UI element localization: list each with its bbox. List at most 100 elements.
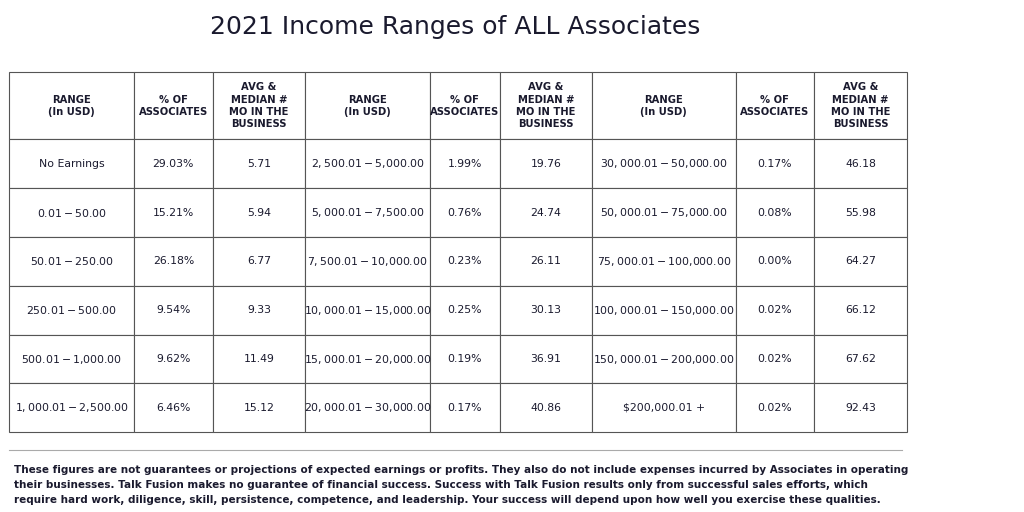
Text: 30.13: 30.13 (530, 305, 561, 315)
Bar (735, 286, 814, 335)
Bar (9, 139, 134, 188)
Bar (430, 383, 500, 432)
Text: $15,000.01 - $20,000.00: $15,000.01 - $20,000.00 (304, 353, 431, 366)
Bar (814, 188, 907, 237)
Text: 24.74: 24.74 (530, 208, 561, 218)
Bar (500, 286, 592, 335)
Bar (500, 72, 592, 139)
Text: 64.27: 64.27 (845, 257, 876, 266)
Bar (814, 139, 907, 188)
Text: 0.23%: 0.23% (447, 257, 482, 266)
Bar (430, 188, 500, 237)
Text: No Earnings: No Earnings (39, 159, 104, 169)
Text: 0.17%: 0.17% (447, 403, 482, 413)
Text: $20,000.01 - $30,000.00: $20,000.01 - $30,000.00 (304, 401, 431, 414)
Bar (213, 383, 305, 432)
Bar (592, 72, 735, 139)
Bar (134, 335, 213, 383)
Bar (213, 286, 305, 335)
Text: 26.18%: 26.18% (153, 257, 194, 266)
Text: AVG &
MEDIAN #
MO IN THE
BUSINESS: AVG & MEDIAN # MO IN THE BUSINESS (830, 82, 890, 130)
Text: $100,000.01 - $150,000.00: $100,000.01 - $150,000.00 (593, 304, 734, 317)
Bar (735, 72, 814, 139)
Bar (500, 139, 592, 188)
Text: $2,500.01 - $5,000.00: $2,500.01 - $5,000.00 (311, 157, 425, 170)
Bar (500, 335, 592, 383)
Bar (9, 237, 134, 286)
Bar (213, 72, 305, 139)
Text: $7,500.01 - $10,000.00: $7,500.01 - $10,000.00 (307, 255, 428, 268)
Bar (134, 72, 213, 139)
Text: $1,000.01 - $2,500.00: $1,000.01 - $2,500.00 (14, 401, 128, 414)
Bar (305, 383, 430, 432)
Text: 5.94: 5.94 (247, 208, 271, 218)
Text: $5,000.01 - $7,500.00: $5,000.01 - $7,500.00 (311, 206, 425, 219)
Bar (430, 72, 500, 139)
Text: 67.62: 67.62 (845, 354, 876, 364)
Bar (735, 335, 814, 383)
Bar (9, 335, 134, 383)
Text: % OF
ASSOCIATES: % OF ASSOCIATES (138, 95, 208, 117)
Bar (814, 286, 907, 335)
Bar (213, 188, 305, 237)
Text: $250.01 - $500.00: $250.01 - $500.00 (27, 304, 117, 316)
Bar (500, 237, 592, 286)
Bar (430, 139, 500, 188)
Bar (134, 286, 213, 335)
Bar (592, 383, 735, 432)
Bar (134, 188, 213, 237)
Bar (735, 188, 814, 237)
Text: AVG &
MEDIAN #
MO IN THE
BUSINESS: AVG & MEDIAN # MO IN THE BUSINESS (229, 82, 289, 130)
Text: $50.01 - $250.00: $50.01 - $250.00 (30, 255, 114, 267)
Text: $200,000.01 +: $200,000.01 + (623, 403, 705, 413)
Text: 11.49: 11.49 (244, 354, 274, 364)
Bar (9, 383, 134, 432)
Bar (213, 139, 305, 188)
Text: AVG &
MEDIAN #
MO IN THE
BUSINESS: AVG & MEDIAN # MO IN THE BUSINESS (516, 82, 575, 130)
Text: 9.33: 9.33 (247, 305, 271, 315)
Bar (213, 237, 305, 286)
Bar (430, 335, 500, 383)
Text: 0.17%: 0.17% (758, 159, 793, 169)
Bar (814, 237, 907, 286)
Text: 0.25%: 0.25% (447, 305, 482, 315)
Text: 66.12: 66.12 (845, 305, 876, 315)
Bar (305, 188, 430, 237)
Text: 9.54%: 9.54% (157, 305, 190, 315)
Bar (814, 335, 907, 383)
Bar (213, 335, 305, 383)
Text: 46.18: 46.18 (845, 159, 876, 169)
Bar (305, 139, 430, 188)
Bar (592, 139, 735, 188)
Bar (500, 383, 592, 432)
Text: 15.12: 15.12 (244, 403, 274, 413)
Bar (735, 139, 814, 188)
Text: 19.76: 19.76 (530, 159, 561, 169)
Bar (134, 237, 213, 286)
Bar (305, 335, 430, 383)
Text: 0.02%: 0.02% (758, 403, 793, 413)
Bar (814, 383, 907, 432)
Text: $10,000.01 - $15,000.00: $10,000.01 - $15,000.00 (304, 304, 431, 317)
Text: $0.01 - $50.00: $0.01 - $50.00 (37, 207, 106, 219)
Text: 0.76%: 0.76% (447, 208, 482, 218)
Text: 6.77: 6.77 (247, 257, 271, 266)
Text: 0.00%: 0.00% (758, 257, 793, 266)
Text: $50,000.01 - $75,000.00: $50,000.01 - $75,000.00 (600, 206, 728, 219)
Bar (134, 139, 213, 188)
Text: 6.46%: 6.46% (157, 403, 190, 413)
Bar (305, 72, 430, 139)
Bar (134, 383, 213, 432)
Bar (592, 335, 735, 383)
Text: 0.08%: 0.08% (758, 208, 793, 218)
Text: 29.03%: 29.03% (153, 159, 195, 169)
Bar (735, 237, 814, 286)
Bar (592, 188, 735, 237)
Text: 92.43: 92.43 (845, 403, 876, 413)
Bar (430, 237, 500, 286)
Text: 5.71: 5.71 (247, 159, 271, 169)
Bar (814, 72, 907, 139)
Bar (592, 286, 735, 335)
Text: 40.86: 40.86 (530, 403, 561, 413)
Bar (9, 72, 134, 139)
